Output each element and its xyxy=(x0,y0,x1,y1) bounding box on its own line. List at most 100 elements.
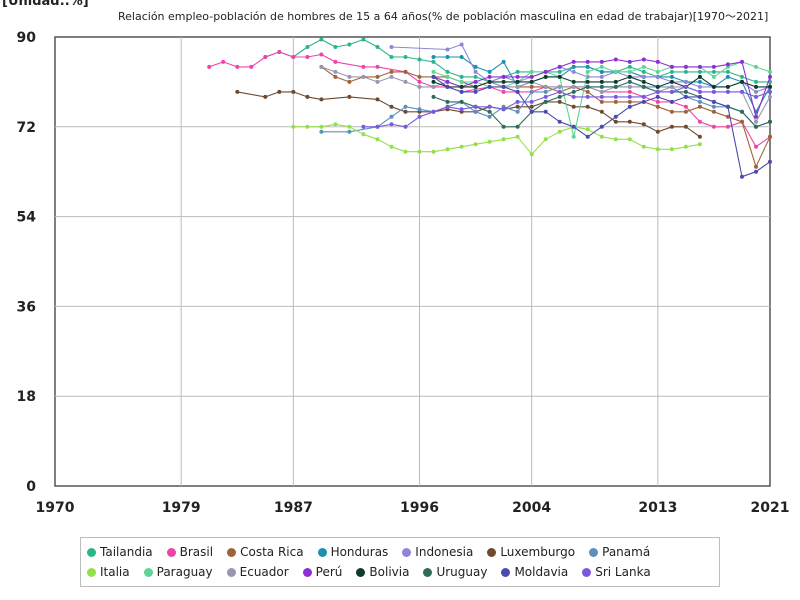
data-point xyxy=(417,84,422,89)
data-point xyxy=(641,99,646,104)
data-point xyxy=(627,79,632,84)
data-point xyxy=(319,129,324,134)
x-tick-label: 1987 xyxy=(274,500,313,516)
data-point xyxy=(669,79,674,84)
data-point xyxy=(585,127,590,132)
data-point xyxy=(613,69,618,74)
y-tick-label: 36 xyxy=(17,299,36,315)
data-point xyxy=(669,69,674,74)
data-point xyxy=(431,55,436,59)
data-point xyxy=(641,79,646,84)
legend-item: Uruguay xyxy=(423,562,487,582)
data-point xyxy=(599,134,604,139)
data-point xyxy=(347,79,352,84)
data-point xyxy=(571,59,576,64)
data-point xyxy=(711,109,716,114)
data-point xyxy=(347,74,352,79)
data-point xyxy=(768,94,772,99)
data-point xyxy=(487,109,492,114)
data-point xyxy=(599,99,604,104)
legend-swatch xyxy=(226,567,236,577)
data-point xyxy=(487,69,492,74)
y-tick-label: 54 xyxy=(17,210,37,226)
data-point xyxy=(235,64,240,69)
data-point xyxy=(459,107,464,112)
legend-label: Brasil xyxy=(179,545,214,559)
legend-label: Honduras xyxy=(330,545,389,559)
legend-swatch xyxy=(402,547,412,557)
data-point xyxy=(473,74,478,79)
legend-item: Costa Rica xyxy=(227,542,304,562)
data-point xyxy=(754,84,758,89)
data-point xyxy=(585,94,590,99)
series-line xyxy=(321,66,771,168)
data-point xyxy=(543,89,548,94)
legend-swatch xyxy=(501,567,511,577)
data-point xyxy=(740,109,744,114)
series-line xyxy=(363,86,771,128)
data-point xyxy=(557,94,562,99)
data-point xyxy=(599,84,604,89)
data-point xyxy=(768,159,772,164)
data-point xyxy=(361,64,366,69)
data-point xyxy=(361,132,366,137)
data-point xyxy=(641,84,646,89)
data-point xyxy=(697,79,702,84)
data-point xyxy=(501,137,506,142)
data-point xyxy=(571,69,576,74)
data-point xyxy=(375,97,380,102)
data-point xyxy=(333,59,338,64)
data-point xyxy=(333,69,338,74)
data-point xyxy=(501,107,506,112)
data-point xyxy=(740,119,744,124)
data-point xyxy=(487,74,492,79)
data-point xyxy=(599,109,604,114)
data-point xyxy=(697,94,702,99)
data-point xyxy=(669,84,674,89)
data-point xyxy=(697,104,702,109)
data-point xyxy=(543,94,548,99)
data-point xyxy=(207,64,212,69)
data-point xyxy=(725,114,730,119)
data-point xyxy=(627,119,632,124)
data-point xyxy=(683,144,688,149)
data-point xyxy=(501,89,506,94)
legend-swatch xyxy=(302,567,312,577)
data-point xyxy=(543,74,548,79)
legend-item: Tailandia xyxy=(87,542,153,562)
data-point xyxy=(417,149,422,154)
data-point xyxy=(585,59,590,64)
data-point xyxy=(557,129,562,134)
y-tick-label: 90 xyxy=(17,30,37,46)
data-point xyxy=(683,124,688,129)
data-point xyxy=(529,74,534,79)
data-point xyxy=(697,74,702,79)
data-point xyxy=(529,89,534,94)
legend-item: Brasil xyxy=(166,542,214,562)
data-point xyxy=(571,124,576,129)
data-point xyxy=(655,147,660,152)
legend-label: Luxemburgo xyxy=(500,545,576,559)
legend-item: Perú xyxy=(302,562,342,582)
data-point xyxy=(697,69,702,74)
data-point xyxy=(768,69,772,74)
data-point xyxy=(375,74,380,79)
data-point xyxy=(711,84,716,89)
data-point xyxy=(768,74,772,79)
data-point xyxy=(725,84,730,89)
unit-label: [Unidad:.%] xyxy=(2,0,89,9)
data-point xyxy=(768,119,772,124)
y-tick-label: 18 xyxy=(17,389,36,405)
data-point xyxy=(725,104,730,109)
data-point xyxy=(417,79,422,84)
data-point xyxy=(417,114,422,119)
data-point xyxy=(459,55,464,59)
data-point xyxy=(473,142,478,147)
data-point xyxy=(711,64,716,69)
data-point xyxy=(389,144,394,149)
data-point xyxy=(543,109,548,114)
legend-swatch xyxy=(487,547,497,557)
data-point xyxy=(697,89,702,94)
y-tick-label: 0 xyxy=(26,479,36,495)
data-point xyxy=(585,84,590,89)
